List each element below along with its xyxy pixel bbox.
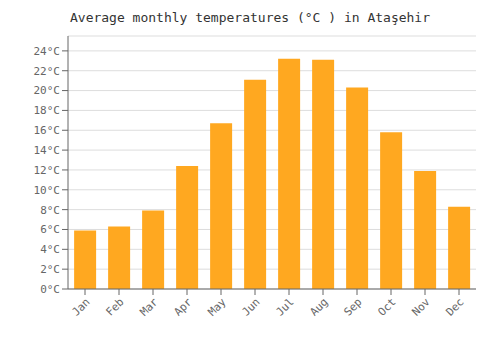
svg-text:May: May (205, 295, 229, 319)
svg-text:Jun: Jun (239, 295, 262, 318)
svg-text:14°C: 14°C (34, 144, 61, 157)
svg-text:Apr: Apr (171, 295, 195, 319)
svg-text:4°C: 4°C (40, 243, 60, 256)
svg-text:8°C: 8°C (40, 204, 60, 217)
svg-text:Mar: Mar (137, 295, 161, 319)
svg-text:6°C: 6°C (40, 223, 60, 236)
svg-text:16°C: 16°C (34, 124, 61, 137)
svg-text:22°C: 22°C (34, 65, 61, 78)
svg-text:Oct: Oct (375, 295, 398, 318)
svg-text:0°C: 0°C (40, 283, 60, 296)
svg-text:18°C: 18°C (34, 104, 61, 117)
svg-text:24°C: 24°C (34, 45, 61, 58)
svg-text:Jul: Jul (273, 295, 296, 318)
html-text:Average monthly temperatures (: Average monthly temperatures (°C ) in At… (70, 10, 430, 25)
svg-text:12°C: 12°C (34, 164, 61, 177)
svg-text:2°C: 2°C (40, 263, 60, 276)
svg-text:20°C: 20°C (34, 84, 61, 97)
svg-text:Jan: Jan (69, 295, 92, 318)
svg-text:10°C: 10°C (34, 184, 61, 197)
svg-text:Aug: Aug (307, 295, 330, 318)
svg-text:Sep: Sep (341, 295, 364, 318)
svg-text:Nov: Nov (409, 295, 433, 319)
svg-text:Feb: Feb (103, 295, 126, 318)
svg-text:Dec: Dec (443, 295, 466, 318)
